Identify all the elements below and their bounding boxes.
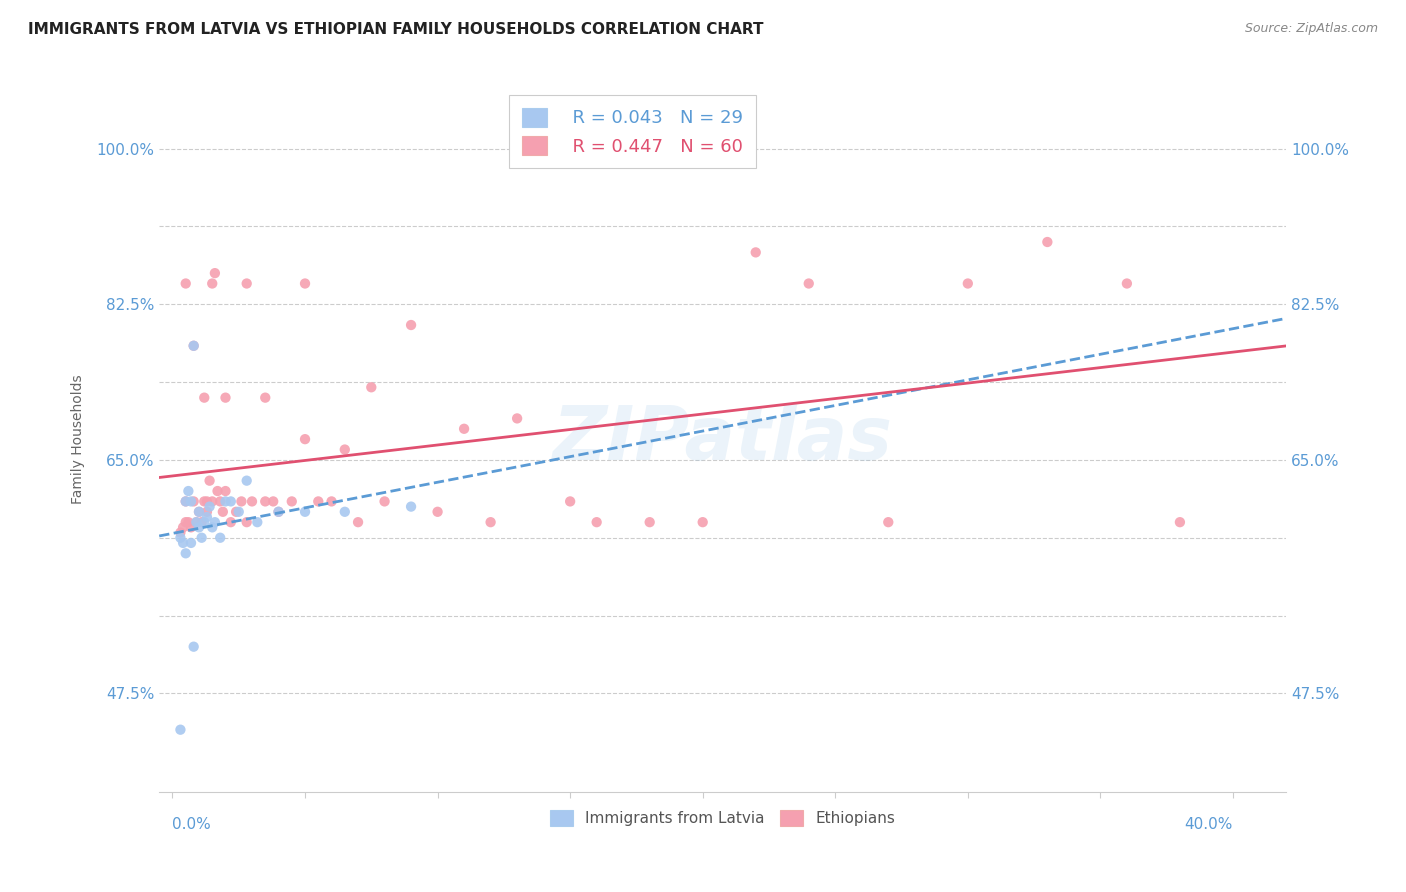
Point <box>195 494 218 508</box>
Point <box>188 520 211 534</box>
Point <box>172 520 194 534</box>
Point <box>177 515 200 529</box>
Point <box>188 505 211 519</box>
Point <box>209 531 232 545</box>
Point <box>195 505 218 519</box>
Text: Source: ZipAtlas.com: Source: ZipAtlas.com <box>1244 22 1378 36</box>
Point <box>195 510 218 524</box>
Point <box>211 505 233 519</box>
Point <box>214 391 236 405</box>
Point <box>246 515 269 529</box>
Point <box>692 515 714 529</box>
Point <box>209 494 232 508</box>
Point <box>235 474 257 488</box>
Point <box>235 515 257 529</box>
Point <box>1168 515 1191 529</box>
Text: ZIPatlas: ZIPatlas <box>553 402 893 475</box>
Point <box>174 277 197 291</box>
Point <box>204 266 226 280</box>
Point <box>183 339 205 353</box>
Point <box>294 505 316 519</box>
Point <box>174 515 197 529</box>
Point <box>294 277 316 291</box>
Point <box>1036 235 1059 249</box>
Point <box>235 277 257 291</box>
Point <box>180 536 202 550</box>
Point <box>169 723 191 737</box>
Point <box>183 640 205 654</box>
Point <box>231 494 253 508</box>
Point <box>186 515 208 529</box>
Point <box>399 500 422 514</box>
Point <box>399 318 422 332</box>
Point <box>585 515 607 529</box>
Point <box>214 483 236 498</box>
Point <box>333 442 356 457</box>
Point <box>1115 277 1137 291</box>
Point <box>190 531 212 545</box>
Point <box>193 515 215 529</box>
Point <box>877 515 900 529</box>
Point <box>225 505 247 519</box>
Point <box>174 546 197 560</box>
Point <box>228 505 250 519</box>
Point <box>193 391 215 405</box>
Point <box>214 494 236 508</box>
Point <box>177 483 200 498</box>
Point <box>201 520 224 534</box>
Point <box>201 277 224 291</box>
Point <box>374 494 396 508</box>
Point <box>174 494 197 508</box>
Point <box>560 494 582 508</box>
Y-axis label: Family Households: Family Households <box>72 375 86 504</box>
Point <box>240 494 263 508</box>
Point <box>333 505 356 519</box>
Point <box>267 505 290 519</box>
Point <box>426 505 449 519</box>
Point <box>294 432 316 446</box>
Point <box>638 515 661 529</box>
Point <box>745 245 768 260</box>
Point <box>190 515 212 529</box>
Point <box>201 494 224 508</box>
Point <box>360 380 382 394</box>
Point <box>180 494 202 508</box>
Point <box>169 531 191 545</box>
Point <box>180 520 202 534</box>
Point <box>321 494 343 508</box>
Point <box>183 494 205 508</box>
Text: 40.0%: 40.0% <box>1185 817 1233 832</box>
Point <box>262 494 284 508</box>
Point <box>207 483 229 498</box>
Point <box>198 474 221 488</box>
Text: IMMIGRANTS FROM LATVIA VS ETHIOPIAN FAMILY HOUSEHOLDS CORRELATION CHART: IMMIGRANTS FROM LATVIA VS ETHIOPIAN FAMI… <box>28 22 763 37</box>
Point <box>479 515 502 529</box>
Point <box>172 536 194 550</box>
Point <box>254 494 277 508</box>
Legend: Immigrants from Latvia, Ethiopians: Immigrants from Latvia, Ethiopians <box>543 803 903 834</box>
Point <box>174 494 197 508</box>
Point <box>267 505 290 519</box>
Point <box>183 339 205 353</box>
Point <box>281 494 304 508</box>
Point <box>347 515 370 529</box>
Point <box>956 277 979 291</box>
Point <box>204 515 226 529</box>
Point <box>219 515 242 529</box>
Point <box>797 277 820 291</box>
Point <box>307 494 329 508</box>
Point <box>186 515 208 529</box>
Point <box>193 494 215 508</box>
Point <box>188 505 211 519</box>
Point <box>453 422 475 436</box>
Point <box>506 411 529 425</box>
Point <box>169 525 191 540</box>
Point <box>219 494 242 508</box>
Point <box>198 500 221 514</box>
Text: 0.0%: 0.0% <box>173 817 211 832</box>
Point <box>254 391 277 405</box>
